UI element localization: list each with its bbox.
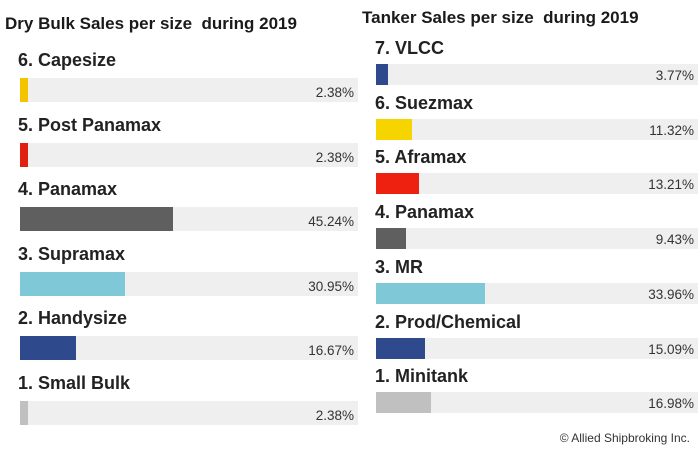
bar <box>376 64 389 85</box>
copyright-notice: © Allied Shipbroking Inc. <box>559 431 690 445</box>
bar-row: 4. Panamax 9.43% <box>362 202 700 250</box>
bar-track: 15.09% <box>376 337 698 359</box>
value-label: 33.96% <box>648 286 694 302</box>
bar-track: 33.96% <box>376 282 698 304</box>
category-label: 6. Capesize <box>18 50 117 70</box>
category-label: 1. Small Bulk <box>18 372 131 393</box>
category-label: 4. Panamax <box>18 179 118 199</box>
bar <box>376 392 431 414</box>
bar <box>376 118 413 140</box>
bar-row: 4. Panamax 45.24% <box>0 179 358 231</box>
category-label: 2. Handysize <box>18 308 128 328</box>
bar-row: 1. Minitank 16.98% <box>362 366 700 414</box>
bar-row: 5. Aframax 13.21% <box>362 147 700 195</box>
bar-track: 45.24% <box>20 207 358 231</box>
bar <box>20 78 29 102</box>
tanker-chart: Tanker Sales per size during 2019 7. VLC… <box>362 0 700 457</box>
value-label: 45.24% <box>308 214 354 229</box>
bar-track: 13.21% <box>376 173 698 195</box>
bar-track: 16.67% <box>20 336 358 360</box>
value-label: 9.43% <box>655 232 694 248</box>
bar-track: 2.38% <box>20 400 358 425</box>
value-label: 13.21% <box>648 177 694 193</box>
bar-row: 3. MR 33.96% <box>362 257 700 304</box>
bar-row: 1. Small Bulk 2.38% <box>0 373 358 425</box>
bar-track: 2.38% <box>20 142 358 167</box>
bar-row: 6. Capesize 2.38% <box>0 50 358 102</box>
bar <box>376 337 425 359</box>
bar-row: 3. Supramax 30.95% <box>0 244 358 296</box>
category-label: 3. Supramax <box>18 243 126 264</box>
value-label: 16.98% <box>648 396 694 412</box>
bar-row: 2. Handysize 16.67% <box>0 308 358 360</box>
bar <box>20 207 173 231</box>
bar-track: 9.43% <box>376 228 698 250</box>
category-label: 1. Minitank <box>375 366 469 387</box>
value-label: 2.38% <box>315 85 354 100</box>
value-label: 2.38% <box>315 407 354 423</box>
bar-track: 2.38% <box>20 78 358 102</box>
chart-title: Dry Bulk Sales per size during 2019 <box>5 14 297 33</box>
bar <box>20 336 77 360</box>
dry-bulk-rows: 6. Capesize 2.38% 5. Post Panamax 2.38% 4. P… <box>0 50 358 425</box>
category-label: 5. Aframax <box>375 147 467 168</box>
category-label: 6. Suezmax <box>375 92 474 113</box>
value-label: 11.32% <box>649 122 694 138</box>
tanker-rows: 7. VLCC 3.77% 6. Suezmax 11.32% 5. Aframax 13… <box>362 0 700 457</box>
value-label: 2.38% <box>315 149 354 165</box>
bar-track: 11.32% <box>376 118 698 140</box>
bar <box>20 400 29 425</box>
bar <box>376 282 486 304</box>
value-label: 3.77% <box>655 68 694 83</box>
chart-title: Tanker Sales per size during 2019 <box>362 8 639 27</box>
value-label: 30.95% <box>308 278 354 294</box>
bar-row: 6. Suezmax 11.32% <box>362 93 700 140</box>
category-label: 2. Prod/Chemical <box>375 311 522 332</box>
bar-row: 2. Prod/Chemical 15.09% <box>362 312 700 359</box>
value-label: 15.09% <box>648 341 694 357</box>
bar <box>376 173 419 195</box>
category-label: 4. Panamax <box>375 202 475 223</box>
bar <box>376 228 407 250</box>
bar-track: 3.77% <box>376 64 698 85</box>
bar-track: 16.98% <box>376 392 698 414</box>
category-label: 5. Post Panamax <box>18 114 162 135</box>
bar-track: 30.95% <box>20 271 358 296</box>
bar <box>20 142 29 167</box>
bar-row: 7. VLCC 3.77% <box>362 38 700 85</box>
category-label: 7. VLCC <box>375 38 445 58</box>
bar-row: 5. Post Panamax 2.38% <box>0 115 358 167</box>
dry-bulk-chart: Dry Bulk Sales per size during 2019 6. C… <box>0 14 358 425</box>
value-label: 16.67% <box>308 343 354 358</box>
category-label: 3. MR <box>375 256 424 277</box>
bar <box>20 271 125 296</box>
